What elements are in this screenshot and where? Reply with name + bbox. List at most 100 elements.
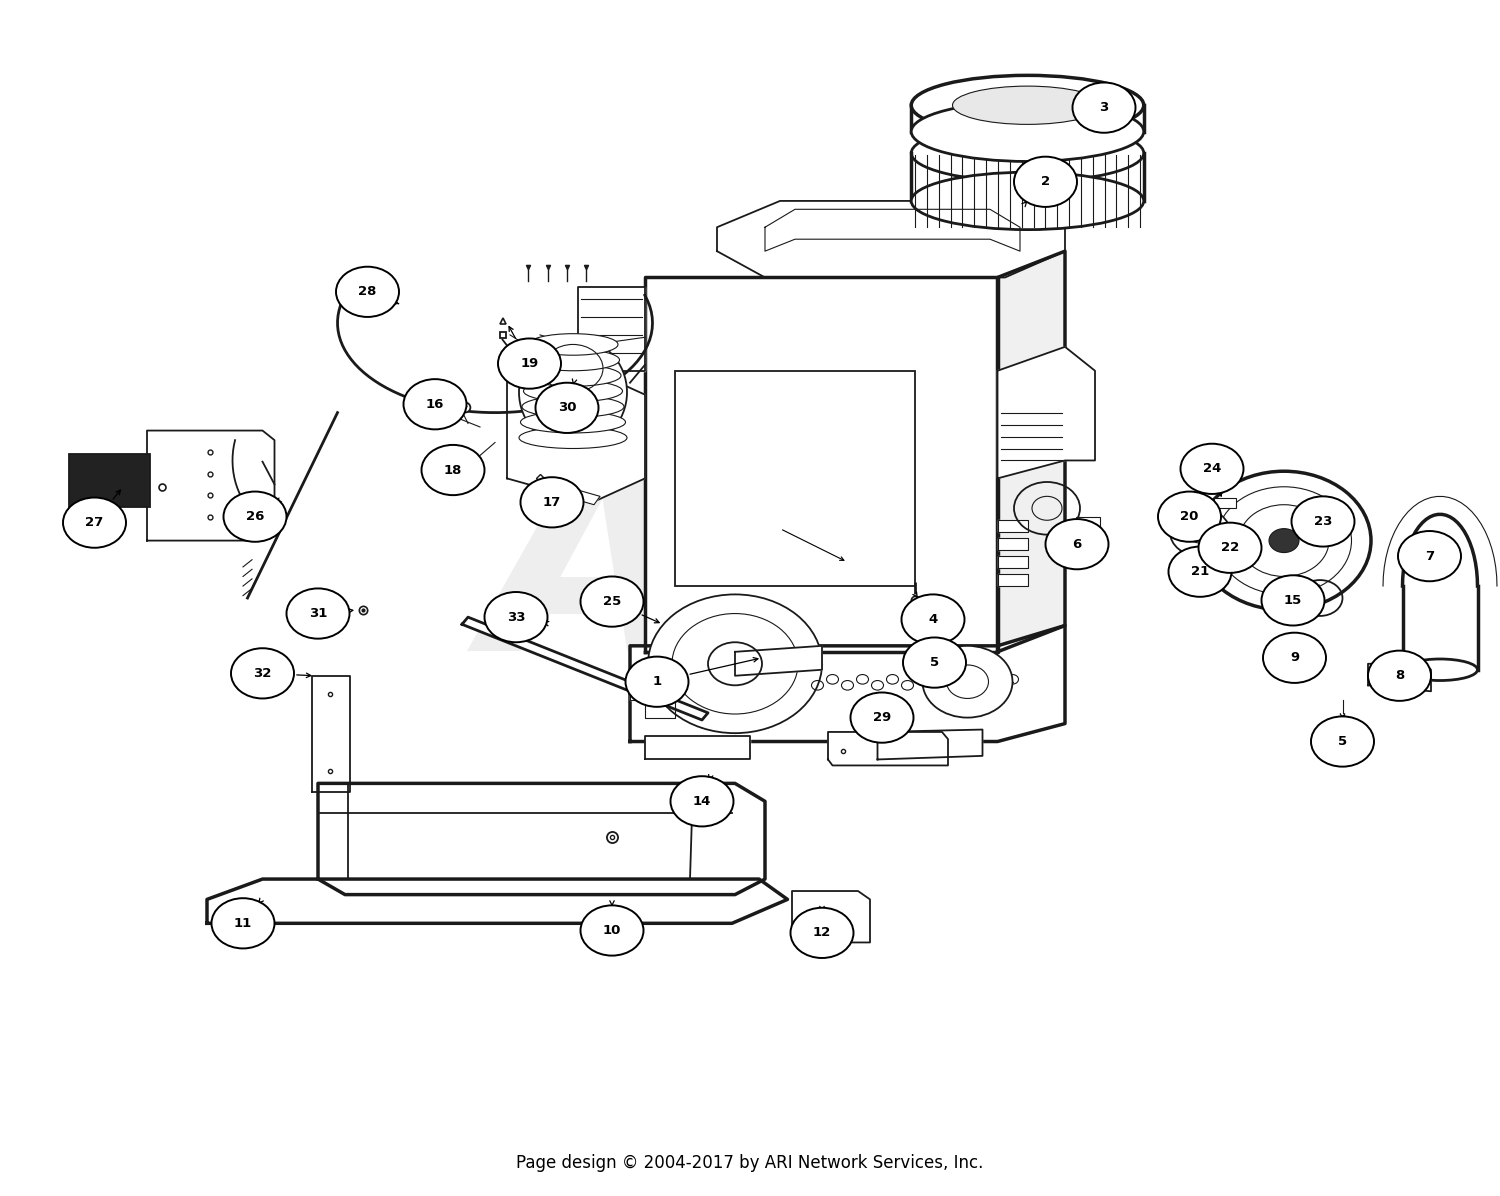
- Circle shape: [922, 646, 1013, 718]
- Polygon shape: [998, 347, 1095, 478]
- Circle shape: [1014, 157, 1077, 207]
- Circle shape: [790, 908, 853, 958]
- Circle shape: [1311, 716, 1374, 767]
- Polygon shape: [645, 736, 750, 759]
- Circle shape: [484, 592, 548, 642]
- Text: 11: 11: [234, 917, 252, 929]
- Ellipse shape: [519, 427, 627, 448]
- Circle shape: [1368, 651, 1431, 701]
- Circle shape: [1263, 633, 1326, 683]
- Circle shape: [1239, 505, 1329, 576]
- Polygon shape: [878, 730, 983, 759]
- Text: 16: 16: [426, 398, 444, 410]
- Text: 19: 19: [520, 358, 538, 370]
- Ellipse shape: [910, 102, 1143, 161]
- Polygon shape: [630, 626, 1065, 742]
- Circle shape: [422, 445, 484, 495]
- Text: 5: 5: [1338, 736, 1347, 748]
- Circle shape: [1046, 519, 1108, 569]
- Circle shape: [580, 905, 644, 956]
- Text: ARI: ARI: [484, 439, 1016, 709]
- Polygon shape: [998, 574, 1028, 586]
- Text: 25: 25: [603, 596, 621, 608]
- Text: 2: 2: [1041, 176, 1050, 188]
- Text: 1: 1: [652, 676, 662, 688]
- Circle shape: [626, 657, 688, 707]
- Circle shape: [1158, 492, 1221, 542]
- Circle shape: [498, 338, 561, 389]
- Ellipse shape: [522, 396, 624, 417]
- Circle shape: [1269, 529, 1299, 553]
- Circle shape: [404, 379, 466, 429]
- Circle shape: [1262, 575, 1324, 626]
- Text: 15: 15: [1284, 594, 1302, 606]
- FancyBboxPatch shape: [675, 371, 915, 586]
- Text: 9: 9: [1290, 652, 1299, 664]
- Text: 31: 31: [309, 608, 327, 620]
- Text: 3: 3: [1100, 102, 1108, 114]
- Circle shape: [850, 692, 914, 743]
- Text: Page design © 2004-2017 by ARI Network Services, Inc.: Page design © 2004-2017 by ARI Network S…: [516, 1153, 984, 1172]
- Text: 12: 12: [813, 927, 831, 939]
- Circle shape: [903, 637, 966, 688]
- Ellipse shape: [519, 337, 627, 447]
- Polygon shape: [1368, 664, 1431, 691]
- Text: 6: 6: [1072, 538, 1082, 550]
- Circle shape: [520, 477, 584, 527]
- Polygon shape: [735, 646, 822, 676]
- Polygon shape: [765, 209, 1020, 251]
- Text: 7: 7: [1425, 550, 1434, 562]
- Circle shape: [536, 383, 598, 433]
- Ellipse shape: [910, 172, 1143, 230]
- Ellipse shape: [910, 124, 1143, 182]
- Ellipse shape: [525, 365, 621, 386]
- Ellipse shape: [1402, 659, 1478, 681]
- Circle shape: [336, 267, 399, 317]
- Ellipse shape: [910, 75, 1143, 135]
- Circle shape: [1170, 508, 1230, 556]
- Polygon shape: [998, 520, 1028, 532]
- Circle shape: [224, 492, 286, 542]
- Text: 23: 23: [1314, 515, 1332, 527]
- Polygon shape: [507, 371, 645, 502]
- Circle shape: [1198, 523, 1262, 573]
- Text: 28: 28: [358, 286, 376, 298]
- Polygon shape: [630, 676, 675, 718]
- Circle shape: [63, 498, 126, 548]
- Polygon shape: [578, 287, 645, 371]
- Polygon shape: [312, 676, 350, 792]
- FancyBboxPatch shape: [1076, 517, 1100, 536]
- Ellipse shape: [526, 349, 620, 371]
- Polygon shape: [318, 783, 765, 895]
- Text: 4: 4: [928, 614, 938, 626]
- Text: 26: 26: [246, 511, 264, 523]
- Polygon shape: [792, 891, 870, 942]
- Circle shape: [1180, 444, 1244, 494]
- Circle shape: [1398, 531, 1461, 581]
- Circle shape: [1197, 471, 1371, 610]
- Circle shape: [708, 642, 762, 685]
- Circle shape: [672, 614, 798, 714]
- Text: 27: 27: [86, 517, 104, 529]
- Circle shape: [1168, 547, 1232, 597]
- Polygon shape: [207, 879, 788, 923]
- Text: 33: 33: [507, 611, 525, 623]
- Text: 14: 14: [693, 795, 711, 807]
- Text: 18: 18: [444, 464, 462, 476]
- Text: 21: 21: [1191, 566, 1209, 578]
- Circle shape: [1292, 496, 1354, 547]
- Circle shape: [902, 594, 964, 645]
- Ellipse shape: [528, 334, 618, 355]
- Ellipse shape: [520, 411, 626, 433]
- Text: 22: 22: [1221, 542, 1239, 554]
- Circle shape: [286, 588, 350, 639]
- Circle shape: [231, 648, 294, 698]
- Polygon shape: [998, 251, 1065, 652]
- Polygon shape: [717, 201, 1065, 277]
- Text: 30: 30: [558, 402, 576, 414]
- Circle shape: [670, 776, 734, 826]
- FancyBboxPatch shape: [1214, 498, 1236, 508]
- Circle shape: [580, 576, 644, 627]
- Ellipse shape: [524, 380, 622, 402]
- Text: 5: 5: [930, 657, 939, 669]
